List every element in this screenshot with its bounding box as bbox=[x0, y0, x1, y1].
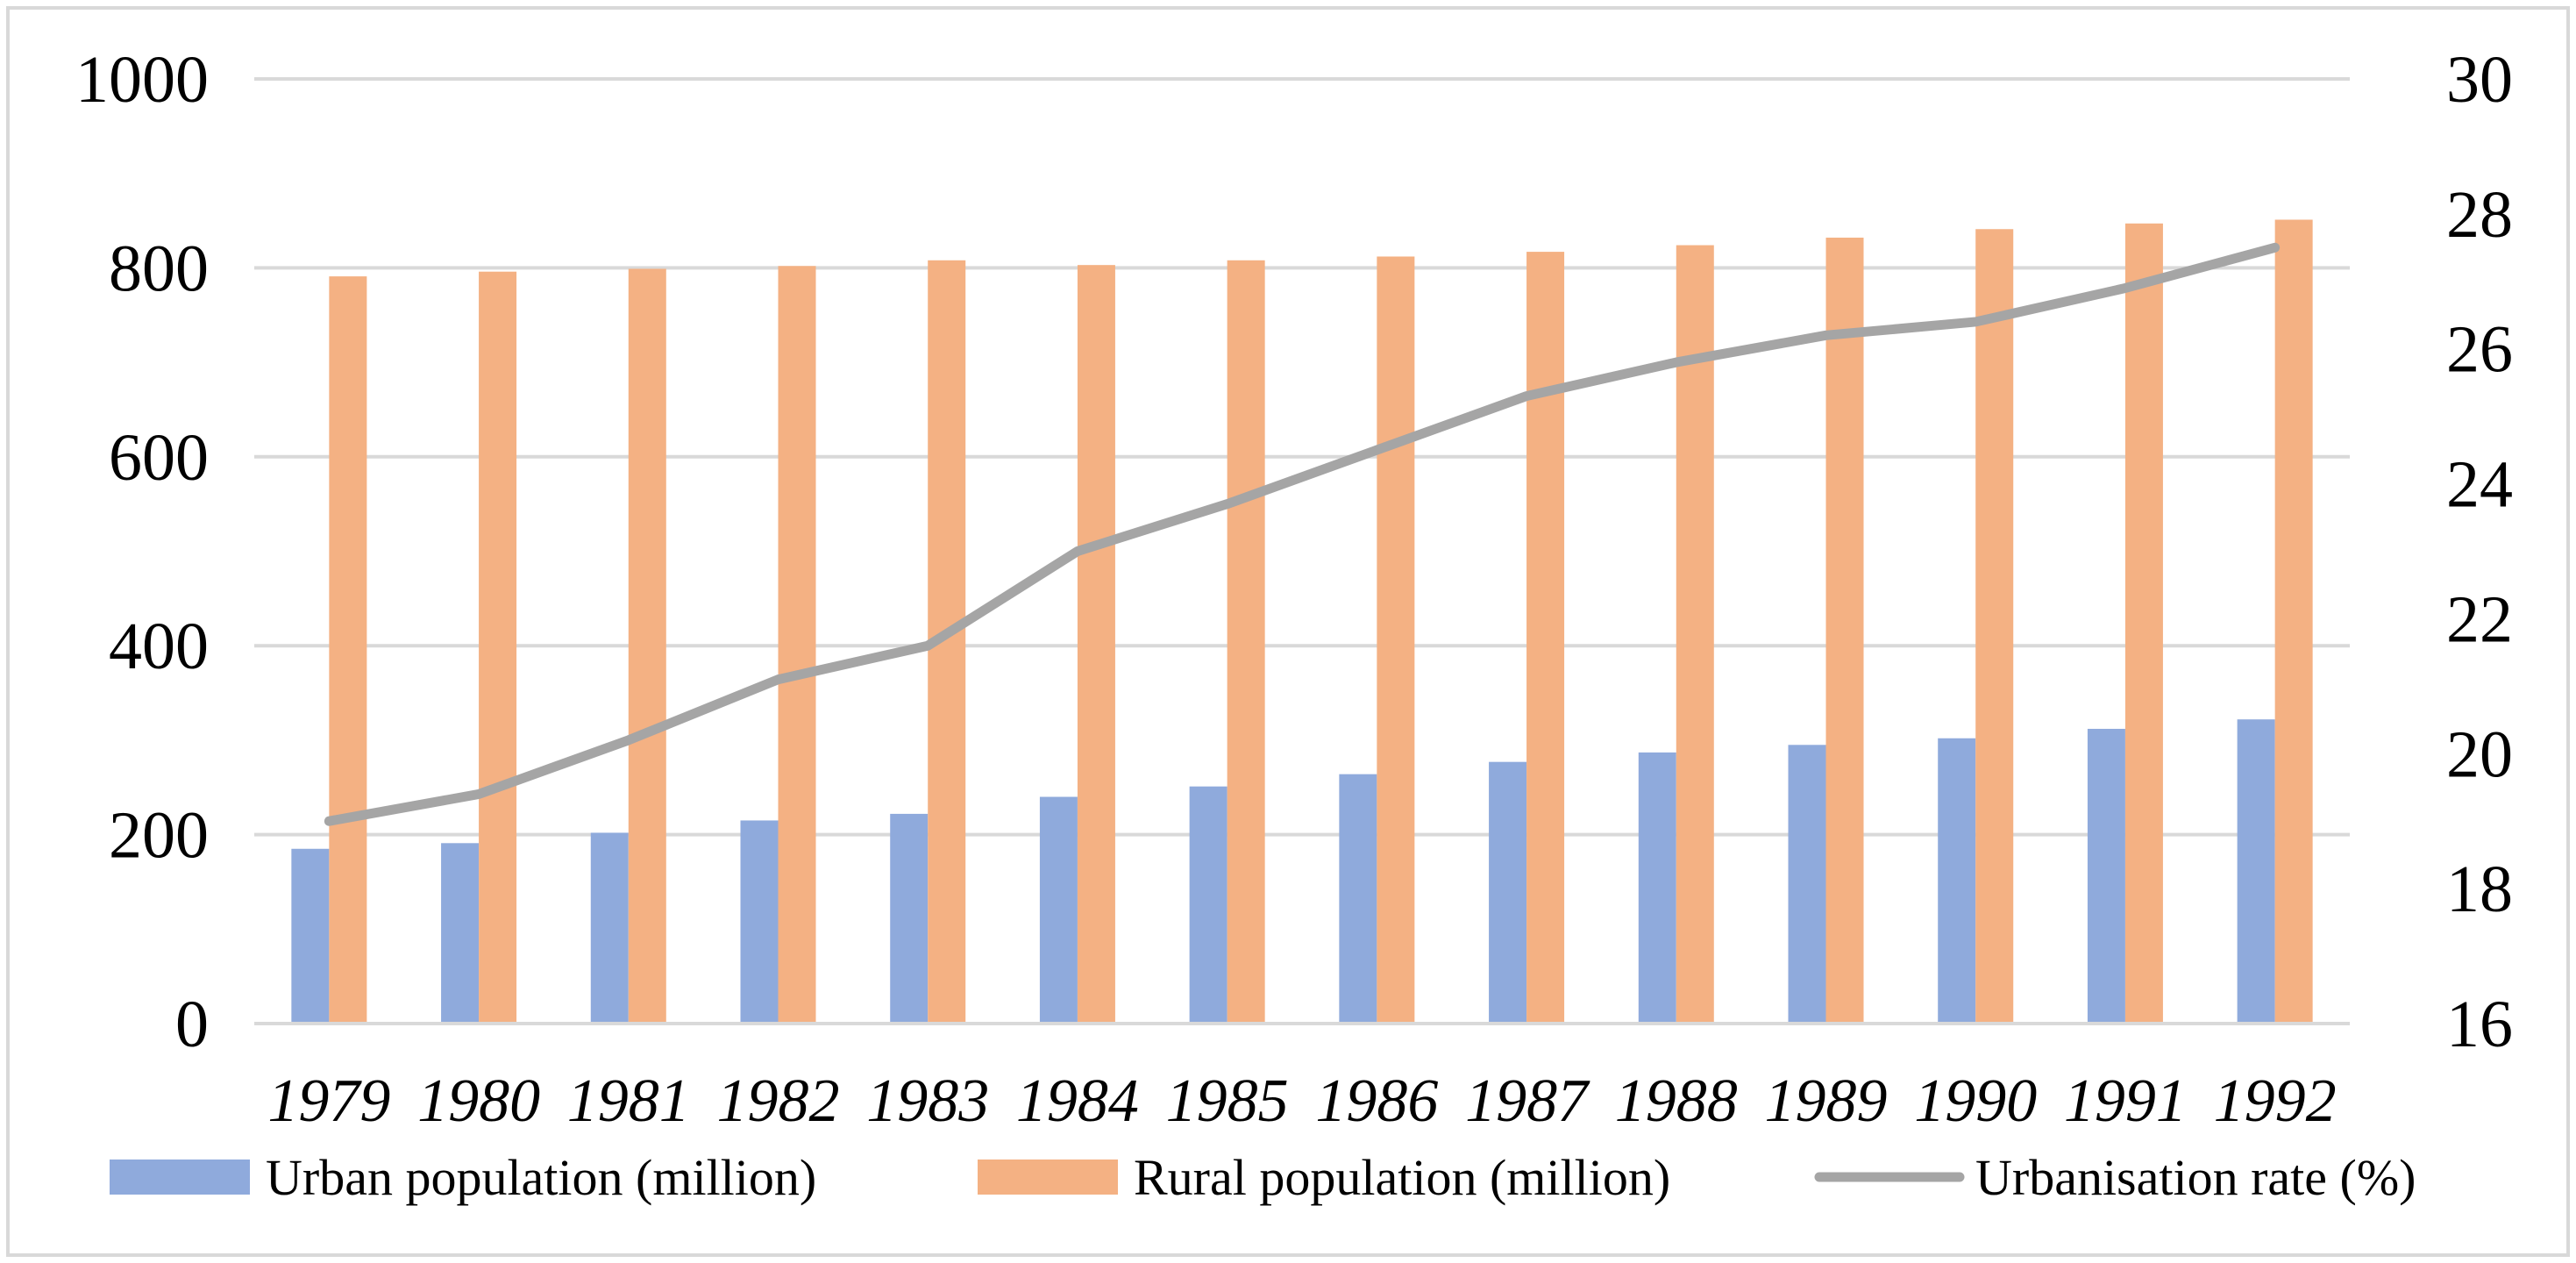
rural-bar bbox=[2124, 223, 2163, 1024]
urban-bar bbox=[2237, 719, 2275, 1024]
urban-bar bbox=[890, 813, 929, 1024]
y-tick-label: 200 bbox=[109, 799, 209, 873]
x-tick-label: 1981 bbox=[567, 1067, 690, 1135]
legend-label: Rural population (million) bbox=[1134, 1149, 1670, 1206]
urban-bar bbox=[2087, 728, 2125, 1024]
urban-bar bbox=[1938, 738, 1976, 1024]
legend-label: Urban population (million) bbox=[266, 1149, 816, 1206]
x-tick-label: 1992 bbox=[2214, 1067, 2337, 1135]
urban-bar bbox=[1638, 752, 1676, 1024]
x-tick-label: 1980 bbox=[417, 1067, 540, 1135]
x-tick-label: 1986 bbox=[1315, 1067, 1438, 1135]
y2-tick-label: 16 bbox=[2446, 988, 2513, 1061]
urban-bar bbox=[441, 843, 480, 1024]
urban-bar bbox=[1788, 745, 1826, 1024]
y-tick-label: 1000 bbox=[75, 43, 209, 117]
urban-bar bbox=[1339, 774, 1377, 1024]
urban-bar bbox=[590, 832, 629, 1024]
urban-bar bbox=[1039, 796, 1078, 1024]
y2-tick-label: 30 bbox=[2446, 43, 2513, 117]
legend-label: Urbanisation rate (%) bbox=[1975, 1149, 2416, 1206]
x-tick-label: 1990 bbox=[1914, 1067, 2037, 1135]
rural-bar bbox=[1227, 260, 1265, 1024]
rural-bar bbox=[479, 271, 517, 1024]
y-tick-label: 800 bbox=[109, 232, 209, 305]
y2-tick-label: 20 bbox=[2446, 717, 2513, 791]
rural-bar bbox=[1377, 256, 1415, 1024]
x-axis: 1979 1980 1981 1982 1983 1984 1985 1986 1987 1988… bbox=[254, 1022, 2350, 1135]
y-tick-label: 400 bbox=[109, 610, 209, 683]
rural-bar bbox=[1077, 265, 1115, 1024]
x-tick-label: 1991 bbox=[2064, 1067, 2187, 1135]
y-axis-left: 0 200 400 600 800 1000 bbox=[75, 43, 209, 1061]
legend: Urban population (million) Rural populati… bbox=[110, 1149, 2416, 1206]
y2-tick-label: 24 bbox=[2446, 448, 2513, 522]
rural-bar bbox=[1676, 245, 1714, 1024]
y-tick-label: 600 bbox=[109, 421, 209, 495]
rural-bar bbox=[778, 266, 816, 1024]
urbanisation-rate-line bbox=[324, 242, 2281, 826]
rural-bar bbox=[329, 276, 367, 1024]
rural-bar bbox=[1975, 229, 2014, 1024]
rural-bar bbox=[2274, 219, 2313, 1024]
y-tick-label: 0 bbox=[175, 988, 209, 1061]
x-tick-label: 1982 bbox=[717, 1067, 840, 1135]
rural-bar bbox=[1526, 252, 1565, 1024]
x-tick-label: 1983 bbox=[866, 1067, 989, 1135]
y2-tick-label: 18 bbox=[2446, 853, 2513, 926]
x-tick-label: 1979 bbox=[267, 1067, 390, 1135]
rural-bar bbox=[1825, 237, 1864, 1024]
urban-bar bbox=[1489, 761, 1527, 1024]
rural-bar bbox=[628, 268, 666, 1024]
rate-line bbox=[324, 242, 2281, 826]
x-tick-label: 1987 bbox=[1465, 1067, 1590, 1135]
urban-bar bbox=[740, 820, 779, 1024]
y2-tick-label: 22 bbox=[2446, 582, 2513, 656]
legend-swatch bbox=[978, 1160, 1118, 1195]
x-tick-label: 1988 bbox=[1615, 1067, 1738, 1135]
legend-swatch bbox=[110, 1160, 250, 1195]
y-axis-right: 16 18 20 22 24 26 28 30 bbox=[2446, 43, 2513, 1061]
y2-tick-label: 28 bbox=[2446, 178, 2513, 252]
urban-bar bbox=[291, 848, 330, 1024]
x-tick-label: 1984 bbox=[1016, 1067, 1139, 1135]
y2-tick-label: 26 bbox=[2446, 313, 2513, 387]
urban-bar bbox=[1189, 786, 1228, 1024]
x-tick-label: 1989 bbox=[1765, 1067, 1888, 1135]
x-tick-label: 1985 bbox=[1166, 1067, 1289, 1135]
